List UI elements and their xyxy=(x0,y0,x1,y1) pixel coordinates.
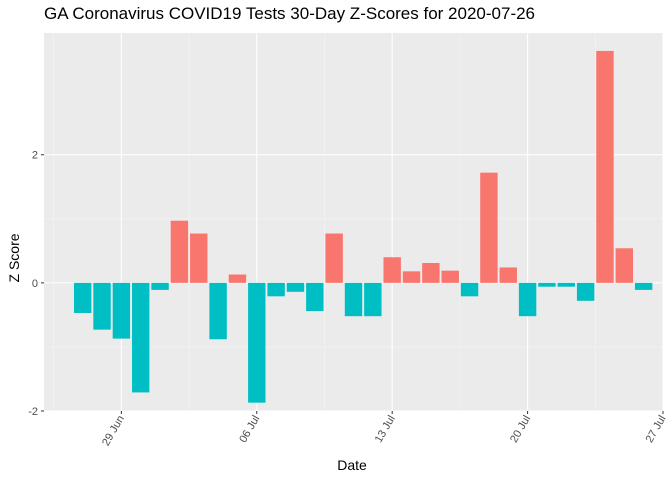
bar xyxy=(170,220,189,283)
bar xyxy=(422,263,440,283)
y-tick-label: 2 xyxy=(32,150,38,162)
bar xyxy=(402,271,421,283)
x-axis-ticks: 29 Jun 06 Jul 13 Jul 20 Jul 27 Jul xyxy=(100,411,669,448)
y-tick-label: 0 xyxy=(32,278,38,290)
bar xyxy=(306,282,324,312)
bar xyxy=(228,274,247,283)
bar xyxy=(286,282,305,292)
bar xyxy=(248,282,266,403)
bar xyxy=(499,267,517,283)
x-axis-title: Date xyxy=(337,457,367,473)
bar xyxy=(209,282,227,340)
x-tick-label: 29 Jun xyxy=(100,414,127,449)
bar xyxy=(634,282,653,290)
bar xyxy=(538,282,556,287)
bars xyxy=(73,50,653,403)
bar xyxy=(480,172,498,283)
bar xyxy=(596,50,614,283)
x-tick-label: 06 Jul xyxy=(237,414,262,445)
bar xyxy=(460,282,479,297)
x-tick-label: 27 Jul xyxy=(644,414,669,445)
bar xyxy=(383,257,401,283)
bar xyxy=(132,282,150,393)
bar xyxy=(73,282,92,313)
bar xyxy=(576,282,595,301)
bar xyxy=(93,282,111,330)
y-axis-title: Z Score xyxy=(6,233,22,282)
chart-title: GA Coronavirus COVID19 Tests 30-Day Z-Sc… xyxy=(44,4,536,23)
bar xyxy=(441,270,459,283)
bar xyxy=(615,248,634,283)
bar xyxy=(190,233,208,283)
bar xyxy=(344,282,363,317)
x-tick-label: 20 Jul xyxy=(508,414,533,445)
bar xyxy=(151,282,169,290)
y-axis-ticks: -2 0 2 xyxy=(28,150,44,418)
bar xyxy=(325,233,343,283)
y-tick-label: -2 xyxy=(28,406,38,418)
bar xyxy=(267,282,285,297)
bar xyxy=(518,282,537,317)
bar xyxy=(557,282,575,287)
bar xyxy=(112,282,131,339)
x-tick-label: 13 Jul xyxy=(373,414,398,445)
bar xyxy=(364,282,382,317)
